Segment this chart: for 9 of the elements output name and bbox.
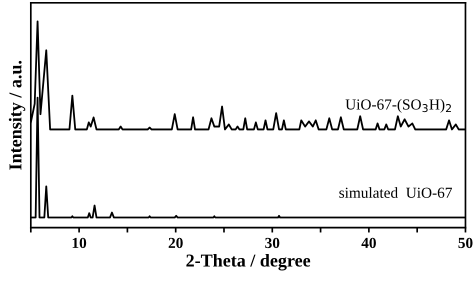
x-tick-label: 50	[458, 238, 473, 248]
x-tick-label: 40	[361, 238, 376, 248]
series-label: simulated UiO-67	[339, 187, 452, 198]
y-axis-title: Intensity / a.u.	[8, 60, 26, 170]
series-label: UiO-67-(SO$_{3}$H)$_{2}$	[346, 98, 451, 113]
x-tick-label: 20	[168, 238, 183, 248]
x-tick-label: 10	[72, 238, 86, 248]
x-axis-title: 2-Theta / degree	[186, 254, 310, 270]
x-tick-label: 30	[265, 238, 280, 248]
